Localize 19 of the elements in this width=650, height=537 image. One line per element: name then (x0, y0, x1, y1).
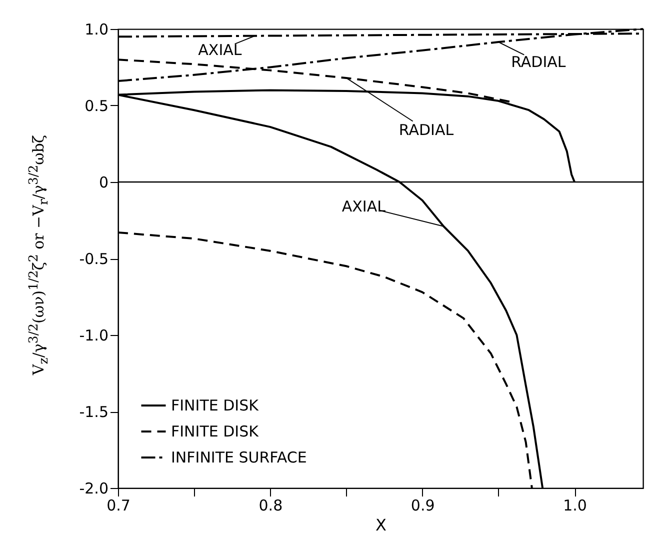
annotation: AXIAL (342, 197, 386, 216)
x-tick-label: 0.9 (410, 496, 435, 514)
annotation: RADIAL (398, 120, 454, 139)
y-tick-label: 0.5 (84, 97, 108, 115)
y-tick-label: -1.5 (79, 403, 108, 421)
y-tick-label: 1.0 (84, 20, 108, 38)
y-tick-label: 0 (98, 174, 108, 192)
x-tick-label: 0.7 (106, 496, 130, 514)
annotation: AXIAL (198, 40, 242, 59)
y-tick-label: -0.5 (79, 250, 108, 268)
x-tick-label: 1.0 (563, 496, 587, 514)
legend-label: FINITE DISK (171, 422, 260, 440)
x-tick-label: 0.8 (258, 496, 283, 514)
legend-label: INFINITE SURFACE (171, 448, 307, 466)
y-tick-label: -1.0 (79, 326, 108, 344)
legend-label: FINITE DISK (171, 396, 260, 414)
y-tick-label: -2.0 (79, 480, 108, 498)
annotation: RADIAL (511, 53, 566, 72)
x-axis-title: X (376, 516, 387, 534)
